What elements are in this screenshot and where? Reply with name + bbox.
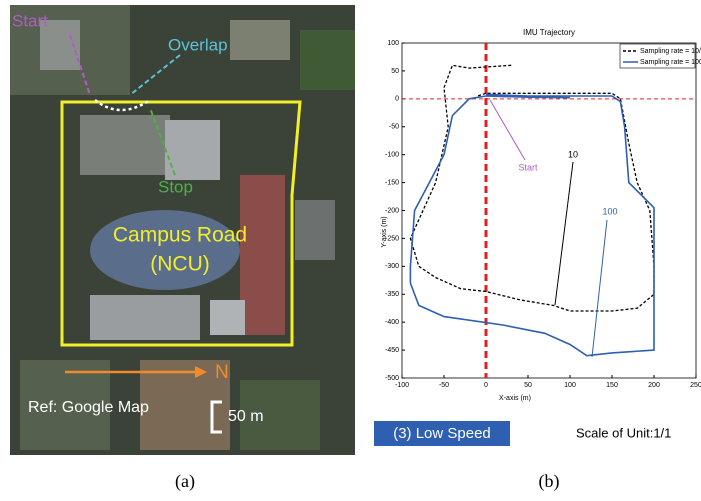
- map-label: Ref: Google Map: [28, 399, 149, 416]
- chart-title: IMU Trajectory: [523, 28, 575, 37]
- legend-label: Sampling rate = 100/s: [640, 59, 701, 66]
- y-axis-label: Y-axis (m): [381, 216, 388, 247]
- y-tick-label: 0: [395, 96, 399, 103]
- annotation: Start: [518, 162, 538, 172]
- scale-label: Scale of Unit:1/1: [576, 425, 671, 440]
- y-tick-label: -50: [389, 124, 399, 131]
- x-tick-label: -50: [439, 382, 449, 389]
- panel-caption: (a): [175, 471, 195, 492]
- panel-caption: (b): [539, 471, 560, 492]
- figure: Start Overlap Stop Campus Road (NCU) N R…: [0, 0, 701, 496]
- map-label: (NCU): [150, 253, 209, 276]
- y-tick-label: -100: [385, 152, 399, 159]
- x-tick-label: 0: [484, 382, 488, 389]
- map-label: 50 m: [228, 408, 264, 425]
- y-tick-label: -200: [385, 207, 399, 214]
- map-label: Campus Road: [113, 224, 247, 247]
- speed-label: (3) Low Speed: [393, 425, 491, 442]
- trajectory: [410, 94, 654, 355]
- annotation-arrow: [592, 220, 607, 357]
- x-axis-label: X-axis (m): [499, 395, 531, 402]
- x-tick-label: 150: [606, 382, 618, 389]
- annotation: 100: [602, 206, 617, 216]
- y-tick-label: -450: [385, 347, 399, 354]
- y-tick-label: 50: [391, 68, 399, 75]
- x-tick-label: 250: [690, 382, 701, 389]
- annotation: 10: [568, 149, 578, 159]
- trajectory: [410, 65, 654, 311]
- y-tick-label: -250: [385, 235, 399, 242]
- map-label: N: [215, 362, 229, 383]
- x-tick-label: 100: [564, 382, 576, 389]
- y-tick-label: 100: [387, 40, 399, 47]
- x-tick-label: 50: [524, 382, 532, 389]
- annotation-arrow: [555, 162, 573, 305]
- map-label: Stop: [158, 177, 193, 196]
- x-tick-label: 200: [648, 382, 660, 389]
- x-tick-label: -100: [395, 382, 409, 389]
- y-tick-label: -400: [385, 319, 399, 326]
- y-tick-label: -150: [385, 179, 399, 186]
- y-tick-label: -300: [385, 263, 399, 270]
- y-tick-label: -350: [385, 291, 399, 298]
- map-label: Start: [12, 11, 48, 30]
- y-tick-label: -500: [385, 375, 399, 382]
- annotation-arrow: [490, 100, 525, 160]
- legend-label: Sampling rate = 10/s: [640, 48, 701, 55]
- map-label: Overlap: [168, 35, 228, 54]
